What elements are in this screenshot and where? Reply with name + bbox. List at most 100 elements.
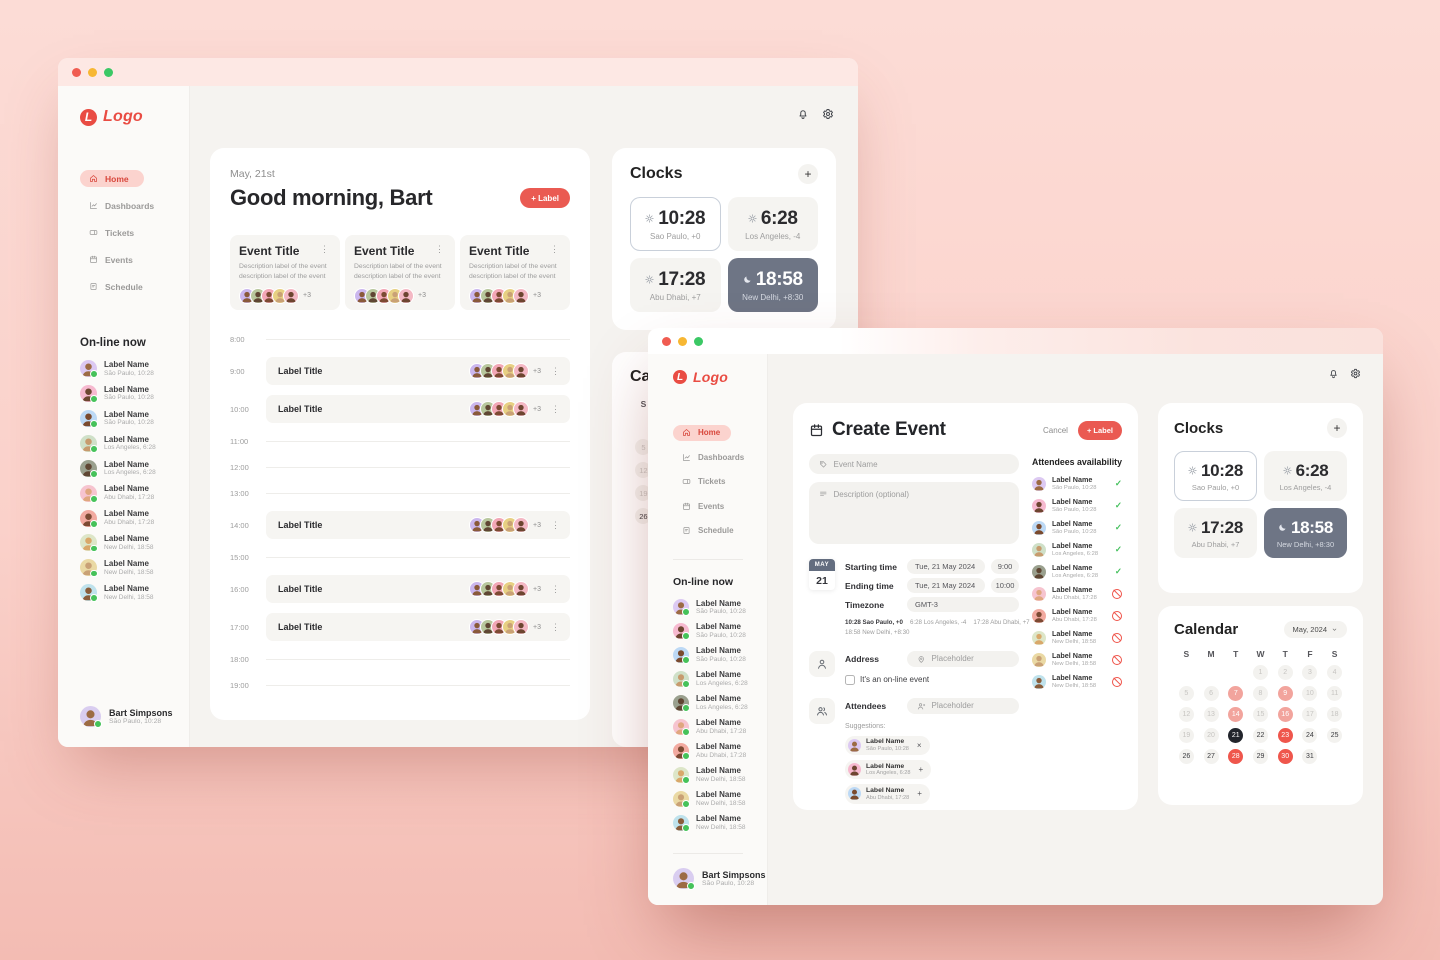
sidebar-nav-item[interactable]: Tickets [80,224,144,241]
app-logo[interactable]: L Logo [80,108,189,126]
event-card[interactable]: Event Title Description label of the eve… [345,235,455,310]
event-card[interactable]: Event Title Description label of the eve… [230,235,340,310]
attendee-chip[interactable]: Label Name Los Angeles, 6:28 [845,760,932,780]
calendar-day[interactable]: 5 [635,439,652,455]
add-clock-button[interactable]: + [1327,418,1347,438]
sidebar-nav-item[interactable]: Home [80,170,144,187]
online-user-item[interactable]: Label Name New Delhi, 18:58 [673,766,767,785]
online-user-item[interactable]: Label Name New Delhi, 18:58 [80,559,189,578]
calendar-day[interactable]: 25 [1327,728,1343,743]
event-name-input[interactable]: Event Name [809,454,1019,474]
traffic-light-button[interactable] [678,336,687,346]
online-user-item[interactable]: Label Name New Delhi, 18:58 [673,790,767,809]
sidebar-nav-item[interactable]: Schedule [80,278,144,295]
online-event-checkbox[interactable] [845,674,855,685]
clock-tile[interactable]: 6:28 Los Angeles, -4 [727,197,818,251]
availability-row[interactable]: Label Name New Delhi, 18:58 [1032,629,1122,646]
traffic-light-button[interactable] [72,67,81,77]
calendar-day[interactable]: 18 [1327,707,1343,722]
calendar-day[interactable]: 22 [1252,728,1268,743]
attendee-chip[interactable]: Label Name São Paulo, 10:28 [845,735,930,756]
availability-row[interactable]: Label Name New Delhi, 18:58 [1032,651,1122,668]
calendar-day[interactable]: 10 [1302,686,1318,701]
traffic-light-button[interactable] [88,67,97,77]
calendar-day[interactable]: 31 [1302,749,1318,764]
kebab-menu-icon[interactable] [549,404,562,415]
calendar-day[interactable]: 17 [1302,707,1318,722]
month-selector[interactable]: May, 2024 [1283,621,1347,638]
description-input[interactable]: Description (optional) [809,482,1019,544]
calendar-day[interactable]: 12 [635,462,652,478]
kebab-menu-icon[interactable] [549,366,562,377]
kebab-menu-icon[interactable] [549,520,562,531]
online-user-item[interactable]: Label Name São Paulo, 10:28 [673,646,767,665]
cancel-button[interactable]: Cancel [1043,425,1068,435]
online-user-item[interactable]: Label Name New Delhi, 18:58 [673,814,767,833]
traffic-light-button[interactable] [104,67,113,77]
online-user-item[interactable]: Label Name Abu Dhabi, 17:28 [673,742,767,761]
address-input[interactable]: Placeholder [907,650,1019,667]
app-logo[interactable]: L Logo [673,369,767,385]
sidebar-nav-item[interactable]: Home [673,425,731,441]
online-user-item[interactable]: Label Name New Delhi, 18:58 [80,534,189,553]
calendar-day[interactable]: 8 [1252,686,1268,701]
kebab-menu-icon[interactable] [433,244,446,255]
calendar-day[interactable]: 1 [1252,665,1268,680]
calendar-day[interactable]: 13 [1203,707,1219,722]
calendar-day[interactable]: 30 [1277,749,1293,764]
clock-tile[interactable]: 6:28 Los Angeles, -4 [1264,451,1347,501]
clock-tile[interactable]: 18:58 New Delhi, +8:30 [1264,508,1347,558]
online-user-item[interactable]: Label Name Los Angeles, 6:28 [80,460,189,478]
attendee-chip[interactable]: Label Name Abu Dhabi, 17:28 [845,784,930,804]
current-user-profile[interactable]: Bart Simpsons São Paulo, 10:28 [80,706,189,728]
kebab-menu-icon[interactable] [549,622,562,633]
bell-icon[interactable] [797,108,809,120]
online-user-item[interactable]: Label Name São Paulo, 10:28 [80,360,189,379]
availability-row[interactable]: Label Name Los Angeles, 6:28 [1032,563,1122,580]
bell-icon[interactable] [1328,368,1339,379]
availability-row[interactable]: Label Name São Paulo, 10:28 [1032,497,1122,514]
calendar-day[interactable]: 11 [1327,686,1343,701]
calendar-day[interactable]: 2 [1277,665,1293,680]
ending-time-field[interactable]: 10:00 [991,578,1019,593]
availability-row[interactable]: Label Name Abu Dhabi, 17:28 [1032,585,1122,602]
calendar-day[interactable]: 7 [1228,686,1244,701]
chip-action-icon[interactable] [917,741,922,750]
traffic-light-button[interactable] [694,336,703,346]
calendar-day[interactable]: 16 [1277,707,1293,722]
kebab-menu-icon[interactable] [549,584,562,595]
online-user-item[interactable]: Label Name Abu Dhabi, 17:28 [80,484,189,503]
online-user-item[interactable]: Label Name Abu Dhabi, 17:28 [80,509,189,528]
clock-tile[interactable]: 10:28 Sao Paulo, +0 [1174,451,1257,501]
add-clock-button[interactable]: + [798,164,818,184]
gear-icon[interactable] [822,108,834,120]
sidebar-nav-item[interactable]: Dashboards [673,450,744,466]
calendar-day[interactable]: 23 [1277,728,1293,743]
starting-date-field[interactable]: Tue, 21 May 2024 [907,559,985,574]
calendar-day[interactable]: 20 [1203,728,1219,743]
calendar-day[interactable]: 4 [1327,665,1343,680]
ending-date-field[interactable]: Tue, 21 May 2024 [907,578,985,593]
calendar-day[interactable]: 5 [1178,686,1194,701]
online-user-item[interactable]: Label Name New Delhi, 18:58 [80,584,189,603]
online-user-item[interactable]: Label Name Los Angeles, 6:28 [673,670,767,689]
online-user-item[interactable]: Label Name São Paulo, 10:28 [80,385,189,404]
clock-tile[interactable]: 17:28 Abu Dhabi, +7 [630,258,721,312]
sidebar-nav-item[interactable]: Events [80,251,144,268]
online-user-item[interactable]: Label Name Abu Dhabi, 17:28 [673,718,767,737]
sidebar-nav-item[interactable]: Schedule [673,523,734,539]
calendar-day[interactable]: 3 [1302,665,1318,680]
availability-row[interactable]: Label Name Abu Dhabi, 17:28 [1032,607,1122,624]
current-user-profile[interactable]: Bart Simpsons São Paulo, 10:28 [673,868,767,890]
sidebar-nav-item[interactable]: Events [673,499,731,515]
timezone-field[interactable]: GMT-3 [907,597,1019,612]
schedule-event[interactable]: Label Title +3 [266,511,570,539]
availability-row[interactable]: Label Name New Delhi, 18:58 [1032,673,1122,690]
sidebar-nav-item[interactable]: Tickets [673,474,731,490]
chip-action-icon[interactable] [918,765,923,774]
calendar-day[interactable]: 24 [1302,728,1318,743]
schedule-event[interactable]: Label Title +3 [266,575,570,603]
clock-tile[interactable]: 10:28 Sao Paulo, +0 [630,197,721,251]
traffic-light-button[interactable] [662,336,671,346]
availability-row[interactable]: Label Name São Paulo, 10:28 [1032,519,1122,536]
